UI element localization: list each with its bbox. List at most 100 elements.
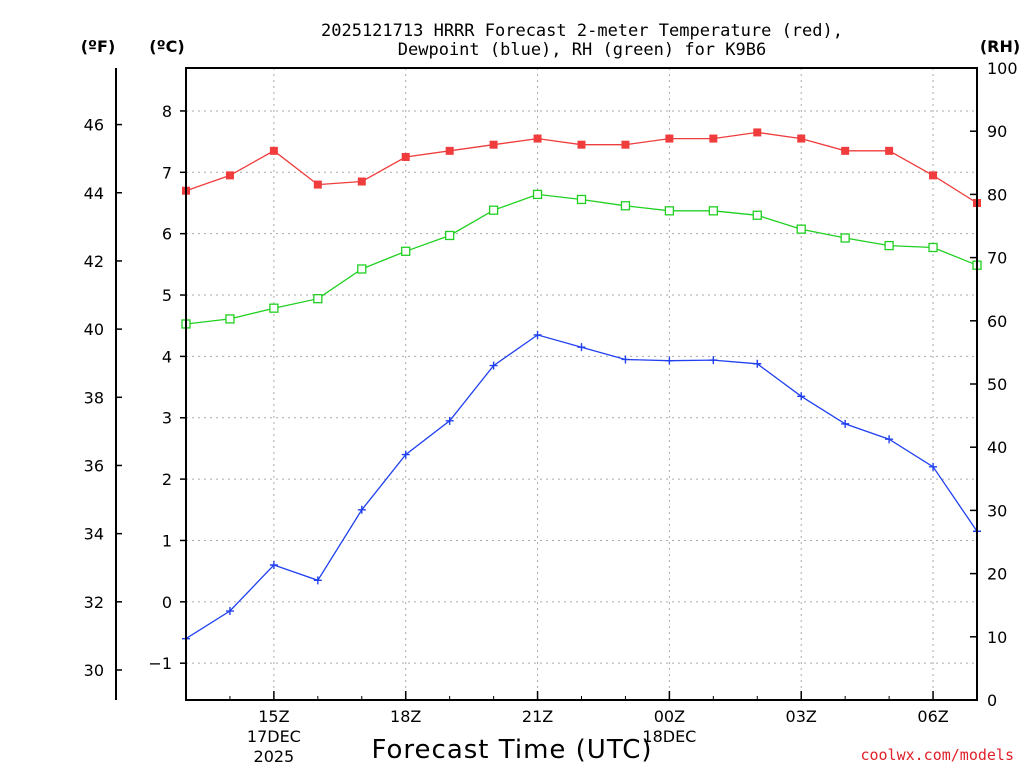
dewpoint-point bbox=[401, 450, 410, 459]
x-tick-label: 03Z bbox=[786, 707, 817, 726]
2-meter-temperature-point bbox=[313, 180, 322, 189]
dewpoint-point bbox=[225, 607, 234, 616]
2-meter-temperature-point bbox=[885, 146, 894, 155]
fahrenheit-tick-label: 46 bbox=[84, 116, 104, 135]
relative-humidity-point bbox=[313, 294, 323, 304]
2-meter-temperature-point bbox=[445, 146, 454, 155]
x-tick-label: 21Z bbox=[522, 707, 553, 726]
plot-frame bbox=[185, 67, 978, 701]
fahrenheit-tick-label: 42 bbox=[84, 252, 104, 271]
relative-humidity-point bbox=[884, 240, 894, 251]
relative-humidity-point bbox=[576, 194, 587, 205]
celsius-tick-label: −1 bbox=[148, 654, 172, 673]
2-meter-temperature-point bbox=[753, 128, 762, 137]
2-meter-temperature-point bbox=[929, 171, 938, 180]
rh-tick-label: 40 bbox=[987, 438, 1007, 457]
relative-humidity-point bbox=[664, 206, 675, 216]
2-meter-temperature-point bbox=[357, 177, 366, 186]
dewpoint-point bbox=[489, 361, 498, 370]
x-tick-label: 06Z bbox=[917, 707, 948, 726]
dewpoint-point bbox=[841, 419, 850, 428]
rh-tick-label: 90 bbox=[987, 122, 1007, 141]
relative-humidity-point bbox=[269, 303, 279, 313]
rh-tick-label: 0 bbox=[987, 691, 997, 710]
rh-tick-label: 100 bbox=[987, 59, 1018, 78]
2-meter-temperature-point bbox=[533, 134, 542, 143]
rh-tick-label: 80 bbox=[987, 185, 1007, 204]
relative-humidity-point bbox=[752, 210, 762, 220]
celsius-tick-label: 0 bbox=[162, 593, 172, 612]
dewpoint-point bbox=[269, 561, 278, 570]
relative-humidity-line bbox=[185, 193, 978, 325]
x-axis-label: Forecast Time (UTC) bbox=[371, 735, 652, 765]
x-tick-label: 18Z bbox=[390, 707, 421, 726]
celsius-unit-label: (ºC) bbox=[149, 37, 184, 56]
2-meter-temperature-point bbox=[709, 134, 718, 143]
2-meter-temperature-point bbox=[269, 146, 278, 155]
2-meter-temperature-point bbox=[621, 140, 630, 149]
relative-humidity-point bbox=[532, 189, 543, 200]
chart-title-line-2: Dewpoint (blue), RH (green) for K9B6 bbox=[398, 40, 766, 60]
celsius-tick-label: 4 bbox=[162, 347, 172, 366]
credit-text: coolwx.com/models bbox=[860, 746, 1014, 764]
relative-humidity-point bbox=[928, 242, 938, 253]
celsius-tick-label: 3 bbox=[162, 409, 172, 428]
rh-tick-label: 30 bbox=[987, 501, 1007, 520]
x-tick-label: 00Z bbox=[654, 707, 685, 726]
fahrenheit-tick-label: 36 bbox=[84, 456, 104, 475]
celsius-tick-label: 5 bbox=[162, 286, 172, 305]
rh-tick-label: 60 bbox=[987, 312, 1007, 331]
fahrenheit-unit-label: (ºF) bbox=[81, 37, 116, 56]
relative-humidity-point bbox=[708, 206, 718, 216]
celsius-tick-label: 2 bbox=[162, 470, 172, 489]
dewpoint-point bbox=[533, 330, 542, 339]
2-meter-temperature-point bbox=[665, 134, 674, 143]
fahrenheit-tick-label: 32 bbox=[84, 593, 104, 612]
2-meter-temperature-point bbox=[225, 171, 234, 180]
x-tick-year-label: 2025 bbox=[254, 747, 295, 766]
chart-title-line-1: 2025121713 HRRR Forecast 2-meter Tempera… bbox=[321, 21, 843, 41]
gridlines bbox=[186, 68, 977, 700]
relative-humidity-point bbox=[620, 201, 631, 211]
dewpoint-point bbox=[929, 462, 938, 471]
dewpoint-point bbox=[665, 356, 674, 365]
dewpoint-point bbox=[797, 392, 806, 401]
dewpoint-point bbox=[621, 355, 630, 364]
relative-humidity-point bbox=[225, 314, 235, 324]
2-meter-temperature-point bbox=[577, 140, 586, 149]
dewpoint-point bbox=[709, 356, 718, 365]
fahrenheit-tick-label: 38 bbox=[84, 388, 104, 407]
rh-unit-label: (RH) bbox=[980, 37, 1020, 56]
dewpoint-point bbox=[753, 359, 762, 368]
rh-tick-label: 20 bbox=[987, 565, 1007, 584]
axes: −101234567830323436384042444601020304050… bbox=[84, 59, 1018, 766]
dewpoint-point bbox=[445, 416, 454, 425]
relative-humidity-point bbox=[840, 233, 850, 243]
x-tick-date-label: 18DEC bbox=[642, 727, 696, 746]
relative-humidity-point bbox=[796, 224, 806, 234]
fahrenheit-tick-label: 44 bbox=[84, 184, 104, 203]
fahrenheit-tick-label: 40 bbox=[84, 320, 104, 339]
relative-humidity-point bbox=[401, 246, 411, 256]
2-meter-temperature-point bbox=[797, 134, 806, 143]
dewpoint-line bbox=[185, 334, 978, 640]
2-meter-temperature-point bbox=[401, 152, 410, 161]
celsius-tick-label: 8 bbox=[162, 102, 172, 121]
celsius-tick-label: 6 bbox=[162, 225, 172, 244]
fahrenheit-tick-label: 30 bbox=[84, 661, 104, 680]
relative-humidity-point bbox=[488, 205, 499, 215]
dewpoint-point bbox=[357, 505, 366, 514]
series-layer bbox=[181, 128, 982, 643]
dewpoint-point bbox=[885, 435, 894, 444]
2-meter-temperature-point bbox=[841, 146, 850, 155]
celsius-tick-label: 1 bbox=[162, 531, 172, 550]
rh-tick-label: 70 bbox=[987, 249, 1007, 268]
celsius-tick-label: 7 bbox=[162, 163, 172, 182]
x-tick-label: 15Z bbox=[258, 707, 289, 726]
dewpoint-point bbox=[577, 343, 586, 352]
rh-tick-label: 10 bbox=[987, 628, 1007, 647]
dewpoint-point bbox=[313, 576, 322, 585]
rh-tick-label: 50 bbox=[987, 375, 1007, 394]
x-tick-date-label: 17DEC bbox=[247, 727, 301, 746]
